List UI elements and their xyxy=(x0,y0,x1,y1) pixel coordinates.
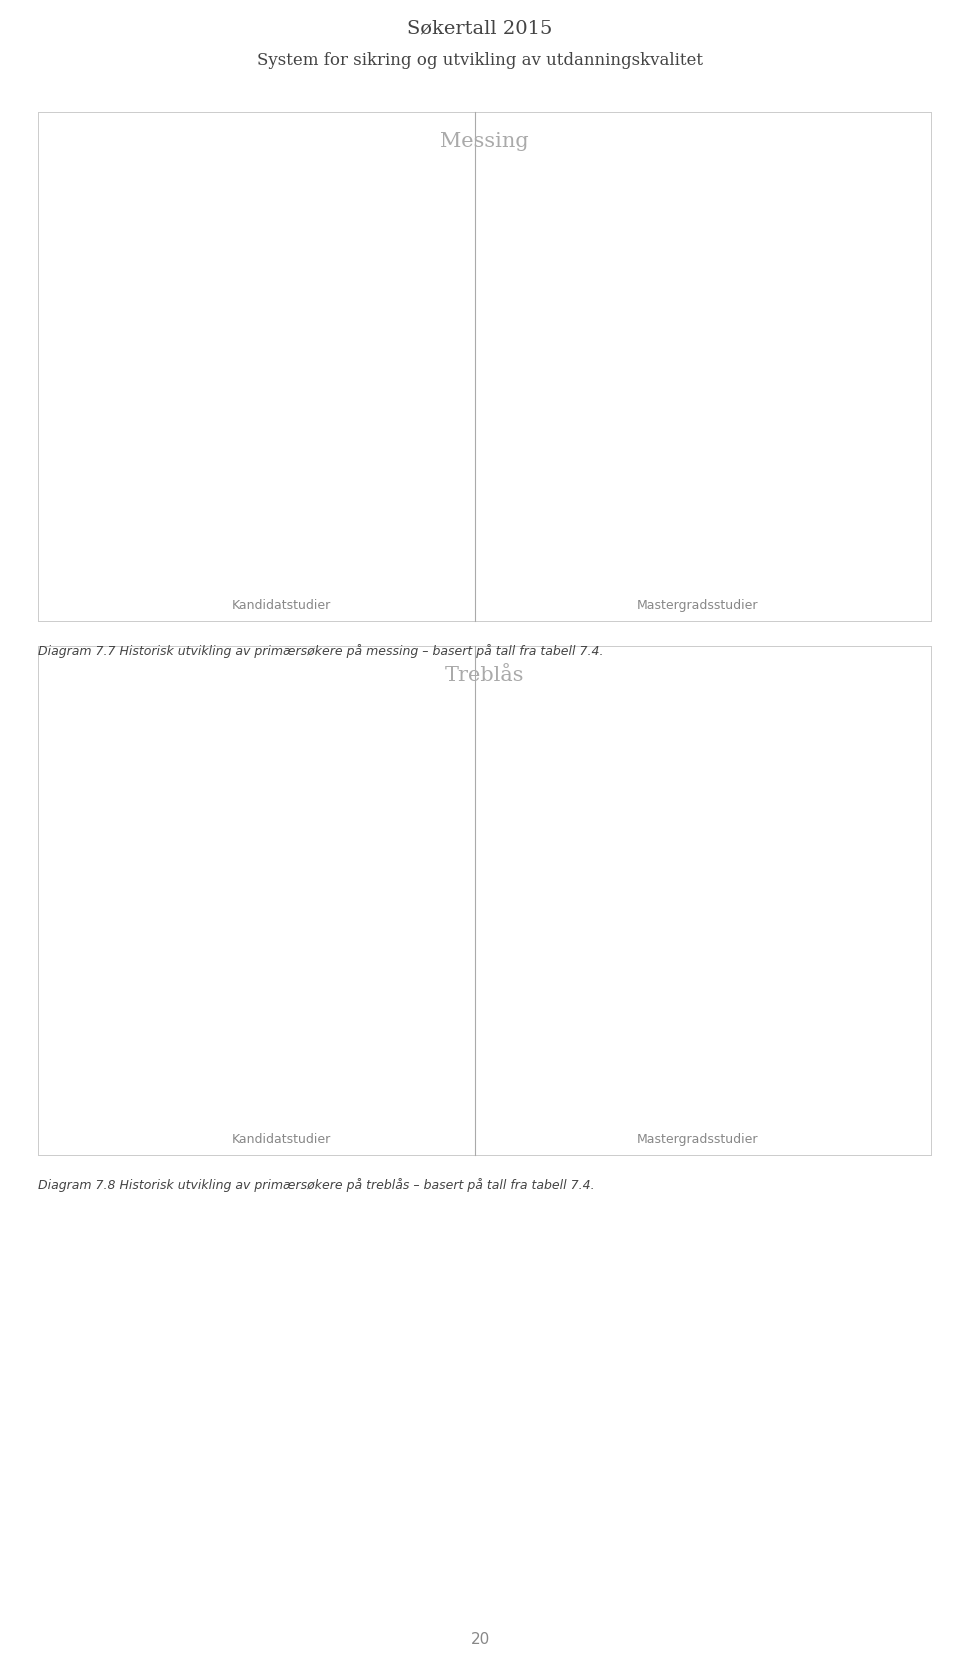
Bar xyxy=(111,534,153,564)
Text: 60%: 60% xyxy=(514,774,540,786)
Bar xyxy=(588,242,636,564)
Text: Kandidatstudier: Kandidatstudier xyxy=(231,1133,331,1147)
Text: System for sikring og utvikling av utdanningskvalitet: System for sikring og utvikling av utdan… xyxy=(257,52,703,68)
Text: 30%: 30% xyxy=(119,928,145,940)
Text: 17%: 17% xyxy=(268,995,294,1006)
Bar xyxy=(186,482,228,564)
Bar xyxy=(410,1026,450,1098)
Text: 26%: 26% xyxy=(770,414,797,427)
Text: 61%: 61% xyxy=(770,769,797,781)
Text: 9%: 9% xyxy=(420,501,440,514)
Text: 70%: 70% xyxy=(856,723,882,736)
Text: 24%: 24% xyxy=(194,958,220,971)
Text: 14%: 14% xyxy=(417,1010,444,1023)
Bar xyxy=(846,432,893,564)
Bar xyxy=(410,519,450,564)
Text: 16%: 16% xyxy=(194,466,220,477)
Text: 74%: 74% xyxy=(684,703,710,714)
Bar xyxy=(261,1011,301,1098)
Text: 24%: 24% xyxy=(343,424,369,437)
Text: 45%: 45% xyxy=(268,317,294,329)
Text: 60%: 60% xyxy=(599,774,625,786)
Bar xyxy=(261,334,301,564)
Bar xyxy=(846,741,893,1098)
Text: Mastergradsstudier: Mastergradsstudier xyxy=(636,1133,758,1147)
Text: Søkertall 2015: Søkertall 2015 xyxy=(407,18,553,37)
Text: 6%: 6% xyxy=(123,516,141,529)
Text: 16%: 16% xyxy=(343,1000,369,1011)
Text: Diagram 7.7 Historisk utvikling av primærsøkere på messing – basert på tall fra : Diagram 7.7 Historisk utvikling av primæ… xyxy=(38,644,604,658)
Text: 63%: 63% xyxy=(599,224,625,237)
Text: 26%: 26% xyxy=(856,414,882,427)
Bar xyxy=(674,719,721,1098)
Text: 20: 20 xyxy=(470,1632,490,1647)
Text: Treblås: Treblås xyxy=(445,666,524,684)
Bar xyxy=(588,791,636,1098)
Text: 32%: 32% xyxy=(684,384,710,396)
Text: 28%: 28% xyxy=(514,404,540,417)
Text: Diagram 7.8 Historisk utvikling av primærsøkere på treblås – basert på tall fra : Diagram 7.8 Historisk utvikling av primæ… xyxy=(38,1178,595,1192)
Bar xyxy=(759,432,807,564)
Bar xyxy=(503,422,550,564)
Bar xyxy=(335,442,376,564)
Bar xyxy=(335,1016,376,1098)
Bar xyxy=(503,791,550,1098)
Text: Mastergradsstudier: Mastergradsstudier xyxy=(636,599,758,613)
Bar xyxy=(111,945,153,1098)
Bar xyxy=(759,786,807,1098)
Bar xyxy=(186,976,228,1098)
Bar xyxy=(674,401,721,564)
Text: Kandidatstudier: Kandidatstudier xyxy=(231,599,331,613)
Text: Messing: Messing xyxy=(441,132,529,150)
